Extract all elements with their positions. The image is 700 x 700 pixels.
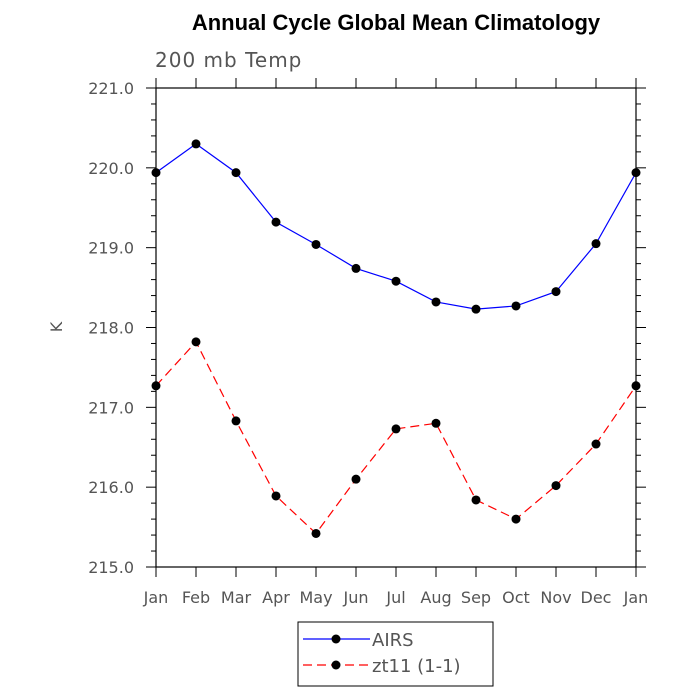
legend-box [297, 621, 494, 687]
series-group [151, 337, 641, 538]
x-tick-label: Jan [623, 588, 649, 607]
data-point [391, 276, 401, 286]
data-point [431, 297, 441, 307]
legend: AIRS zt11 (1-1) [297, 621, 494, 687]
x-tick-label: Apr [262, 588, 290, 607]
data-point [551, 481, 561, 491]
data-point [351, 474, 361, 484]
y-tick-label: 219.0 [88, 239, 134, 258]
series-group [151, 139, 641, 314]
data-point [351, 263, 361, 273]
data-point [511, 514, 521, 524]
plot-frame [155, 87, 637, 568]
data-point [191, 139, 201, 149]
data-point [631, 381, 641, 391]
plot-axes: 215.0 216.0 217.0 218.0 219.0 220.0 221.0 Jan Fe… [88, 78, 648, 607]
y-tick-label: 221.0 [88, 79, 134, 98]
data-point [151, 381, 161, 391]
legend-marker [331, 660, 341, 670]
x-tick-label: Aug [420, 588, 451, 607]
x-tick-label: Nov [540, 588, 571, 607]
data-point [591, 239, 601, 249]
data-point [471, 495, 481, 505]
y-tick-label: 216.0 [88, 478, 134, 497]
data-point [151, 168, 161, 178]
data-point [511, 301, 521, 311]
y-tick-label: 217.0 [88, 398, 134, 417]
legend-label: AIRS [372, 630, 414, 651]
x-tick-label: Oct [502, 588, 530, 607]
data-point [191, 337, 201, 347]
legend-marker [331, 634, 341, 644]
y-tick-label: 215.0 [88, 558, 134, 577]
chart-title: Annual Cycle Global Mean Climatology [192, 10, 601, 35]
x-tick-label: Jul [385, 588, 405, 607]
x-tick-label: May [299, 588, 332, 607]
series-line [155, 340, 637, 535]
x-tick-label: Mar [221, 588, 252, 607]
data-point [231, 168, 241, 178]
data-point [631, 168, 641, 178]
data-point [271, 217, 281, 227]
legend-label: zt11 (1-1) [372, 656, 461, 677]
x-tick-label: Jun [343, 588, 369, 607]
data-point [391, 424, 401, 434]
data-point [231, 416, 241, 426]
series-layer [151, 139, 641, 538]
y-tick-label: 220.0 [88, 159, 134, 178]
data-point [271, 491, 281, 501]
data-point [551, 287, 561, 297]
y-axis-label: K [47, 321, 66, 332]
x-tick-label: Feb [182, 588, 210, 607]
chart-subtitle: 200 mb Temp [155, 48, 302, 72]
data-point [591, 439, 601, 449]
data-point [311, 239, 321, 249]
x-tick-label: Dec [581, 588, 612, 607]
y-tick-label: 218.0 [88, 319, 134, 338]
data-point [471, 304, 481, 314]
data-point [311, 528, 321, 538]
x-tick-label: Sep [461, 588, 491, 607]
data-point [431, 418, 441, 428]
x-tick-label: Jan [143, 588, 169, 607]
